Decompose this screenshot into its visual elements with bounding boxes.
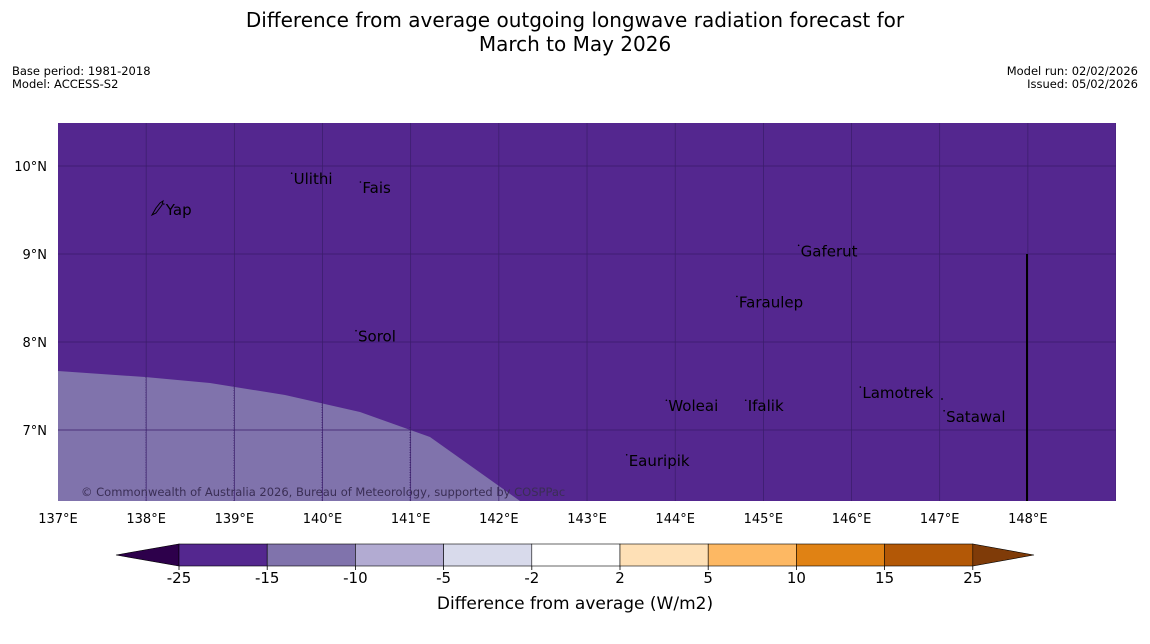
place-label: Yap xyxy=(165,201,192,219)
longitude-label: 142°E xyxy=(479,512,519,527)
island-dot xyxy=(625,454,628,456)
colorbar-extend-low xyxy=(115,543,180,567)
longitude-label: 137°E xyxy=(38,512,78,527)
place-labels: Yap Ulithi Fais Gaferut Faraulep Sorol Woleai I… xyxy=(163,170,1006,470)
island-dot xyxy=(290,172,293,174)
colorbar-segment xyxy=(355,543,444,567)
colorbar-tick-label: 10 xyxy=(787,569,806,587)
place-label: Woleai xyxy=(668,397,718,415)
place-label: Satawal xyxy=(946,408,1005,426)
longitude-label: 147°E xyxy=(920,512,960,527)
place-label: Sorol xyxy=(358,328,396,346)
island-dot xyxy=(665,399,668,402)
meta-left: Base period: 1981-2018 Model: ACCESS-S2 xyxy=(12,65,151,91)
region-dotted-lines xyxy=(145,377,411,501)
place-label: Ifalik xyxy=(748,397,784,415)
latitude-label: 8°N xyxy=(23,336,48,351)
colorbar-tick-label: 2 xyxy=(615,569,625,587)
island-dot xyxy=(744,399,747,402)
longitude-label: 144°E xyxy=(655,512,695,527)
island-dot xyxy=(859,386,862,388)
colorbar-segment xyxy=(531,543,621,567)
longitude-label: 146°E xyxy=(832,512,872,527)
colorbar-tick-label: -10 xyxy=(343,569,368,587)
colorbar: -25 -15 -10 -5 -2 2 5 10 15 25 xyxy=(115,543,1035,587)
title-line-2: March to May 2026 xyxy=(478,32,672,56)
colorbar-segment xyxy=(443,543,533,567)
model-run: Model run: 02/02/2026 xyxy=(1006,64,1138,78)
anomaly-region-minus15-to-minus10 xyxy=(58,371,520,501)
colorbar-tick-label: -2 xyxy=(524,569,539,587)
colorbar-tick-label: 25 xyxy=(963,569,982,587)
island-dot xyxy=(797,244,800,247)
colorbar-tick-label: 5 xyxy=(703,569,713,587)
longitude-label: 138°E xyxy=(126,512,166,527)
colorbar-segment xyxy=(796,543,885,567)
title-line-1: Difference from average outgoing longwav… xyxy=(245,8,905,32)
place-label: Faraulep xyxy=(739,293,803,311)
island-dot xyxy=(943,410,945,412)
colorbar-segment xyxy=(619,543,709,567)
colorbar-tick-label: 15 xyxy=(875,569,894,587)
small-island-dot xyxy=(941,398,943,400)
island-dot xyxy=(163,203,165,205)
place-label: Ulithi xyxy=(294,170,333,188)
copyright-notice: © Commonwealth of Australia 2026, Bureau… xyxy=(81,485,565,499)
island-dot xyxy=(359,181,362,183)
longitude-labels: 137°E 138°E 139°E 140°E 141°E 142°E 143°E 144°E… xyxy=(38,512,1047,527)
colorbar-segment xyxy=(884,543,974,567)
colorbar-segment xyxy=(707,543,797,567)
place-label: Gaferut xyxy=(801,242,858,260)
island-dot xyxy=(736,295,738,298)
latitude-label: 10°N xyxy=(14,160,47,175)
graticule xyxy=(58,123,1116,501)
latitude-label: 9°N xyxy=(23,248,48,263)
longitude-label: 143°E xyxy=(567,512,607,527)
place-label: Eauripik xyxy=(629,452,690,470)
meta-right: Model run: 02/02/2026 Issued: 05/02/2026 xyxy=(1007,65,1138,91)
colorbar-tick-label: -15 xyxy=(255,569,280,587)
longitude-label: 145°E xyxy=(744,512,784,527)
longitude-label: 139°E xyxy=(215,512,255,527)
base-period: Base period: 1981-2018 xyxy=(12,64,151,78)
chart-title: Difference from average outgoing longwav… xyxy=(0,8,1150,56)
place-label: Fais xyxy=(362,179,391,197)
longitude-label: 141°E xyxy=(391,512,431,527)
colorbar-segment xyxy=(178,543,268,567)
yap-island-shape xyxy=(150,199,164,217)
colorbar-label: Difference from average (W/m2) xyxy=(436,594,714,614)
colorbar-extend-high xyxy=(972,543,1035,567)
latitude-labels: 10°N 9°N 8°N 7°N xyxy=(14,160,47,439)
colorbar-segment xyxy=(266,543,356,567)
colorbar-tick-label: -25 xyxy=(167,569,192,587)
island-dot xyxy=(355,329,357,332)
longitude-label: 140°E xyxy=(303,512,343,527)
model-name: Model: ACCESS-S2 xyxy=(12,77,119,91)
latitude-label: 7°N xyxy=(23,424,48,439)
place-label: Lamotrek xyxy=(862,384,933,402)
issued-date: Issued: 05/02/2026 xyxy=(1027,77,1138,91)
longitude-label: 148°E xyxy=(1008,512,1048,527)
colorbar-tick-label: -5 xyxy=(436,569,451,587)
